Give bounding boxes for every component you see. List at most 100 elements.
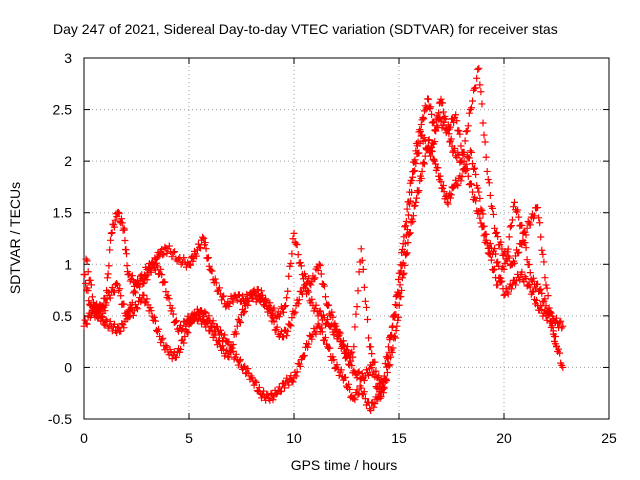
data-point	[191, 312, 199, 320]
interp-point	[350, 394, 358, 402]
interp-point	[535, 214, 543, 222]
interp-point	[113, 329, 121, 337]
interp-point	[365, 371, 373, 379]
interp-point	[330, 356, 338, 364]
interp-point	[152, 255, 160, 263]
interp-point	[202, 323, 210, 331]
interp-point	[361, 297, 369, 305]
interp-point	[446, 123, 454, 131]
data-point	[240, 363, 248, 371]
interp-point	[213, 323, 221, 331]
interp-point	[293, 368, 301, 376]
interp-point	[501, 260, 509, 268]
interp-point	[134, 305, 142, 313]
interp-point	[322, 293, 329, 301]
interp-point	[391, 301, 399, 309]
interp-point	[408, 188, 416, 196]
interp-point	[159, 251, 167, 259]
data-point	[553, 343, 560, 351]
interp-point	[541, 295, 549, 303]
interp-point	[491, 265, 499, 273]
interp-point	[409, 217, 417, 225]
data-point	[534, 204, 542, 212]
interp-point	[551, 340, 559, 348]
interp-point	[497, 238, 505, 246]
interp-point	[241, 307, 249, 315]
interp-point	[163, 249, 171, 257]
interp-point	[345, 380, 353, 388]
interp-point	[120, 226, 128, 234]
interp-point	[117, 327, 125, 335]
interp-point	[514, 206, 522, 214]
interp-point	[208, 267, 216, 275]
interp-point	[244, 301, 252, 309]
interp-point	[446, 194, 454, 202]
y-tick-label: 3	[64, 50, 72, 66]
interp-point	[355, 268, 363, 276]
interp-point	[428, 147, 436, 155]
interp-point	[406, 200, 413, 208]
interp-point	[374, 383, 382, 391]
interp-point	[245, 297, 253, 305]
data-point	[114, 281, 122, 289]
interp-point	[542, 302, 550, 310]
interp-point	[553, 314, 560, 322]
interp-point	[505, 254, 513, 262]
interp-point	[436, 172, 444, 180]
interp-point	[399, 259, 407, 267]
interp-point	[479, 119, 487, 127]
interp-point	[474, 184, 482, 192]
interp-point	[220, 345, 228, 353]
interp-point	[538, 289, 546, 297]
interp-point	[540, 258, 548, 266]
interp-point	[440, 188, 448, 196]
interp-point	[417, 174, 425, 182]
interp-point	[359, 265, 367, 273]
interp-point	[480, 131, 488, 139]
interp-point	[312, 330, 320, 338]
interp-point	[462, 127, 470, 135]
interp-point	[364, 316, 371, 324]
interp-point	[505, 233, 513, 241]
interp-point	[284, 287, 292, 295]
interp-point	[549, 327, 557, 335]
interp-point	[193, 305, 201, 313]
interp-point	[367, 407, 375, 415]
data-point	[399, 271, 407, 279]
data-point	[343, 353, 350, 361]
interp-point	[444, 200, 452, 208]
interp-point	[165, 295, 173, 303]
interp-point	[421, 102, 429, 110]
interp-point	[545, 307, 553, 315]
interp-point	[506, 223, 514, 231]
interp-point	[453, 117, 461, 125]
interp-point	[439, 99, 447, 107]
interp-point	[118, 219, 126, 227]
interp-point	[214, 337, 222, 345]
data-point	[443, 198, 451, 206]
interp-point	[92, 302, 100, 310]
interp-point	[130, 287, 138, 295]
interp-point	[497, 274, 505, 282]
interp-point	[275, 383, 283, 391]
interp-point	[270, 318, 278, 326]
x-tick-label: 10	[286, 430, 302, 446]
interp-point	[556, 349, 564, 357]
interp-point	[304, 343, 312, 351]
data-point	[147, 307, 155, 315]
interp-point	[479, 210, 487, 218]
interp-point	[228, 344, 236, 352]
interp-point	[116, 285, 124, 293]
interp-point	[306, 331, 314, 339]
data-point	[418, 167, 426, 175]
interp-point	[386, 361, 394, 369]
interp-point	[273, 323, 281, 331]
interp-point	[261, 296, 269, 304]
interp-point	[102, 299, 110, 307]
interp-point	[394, 275, 402, 283]
interp-point	[431, 138, 439, 146]
interp-point	[402, 231, 410, 239]
interp-point	[110, 288, 118, 296]
interp-point	[95, 305, 103, 313]
data-point	[158, 271, 166, 279]
